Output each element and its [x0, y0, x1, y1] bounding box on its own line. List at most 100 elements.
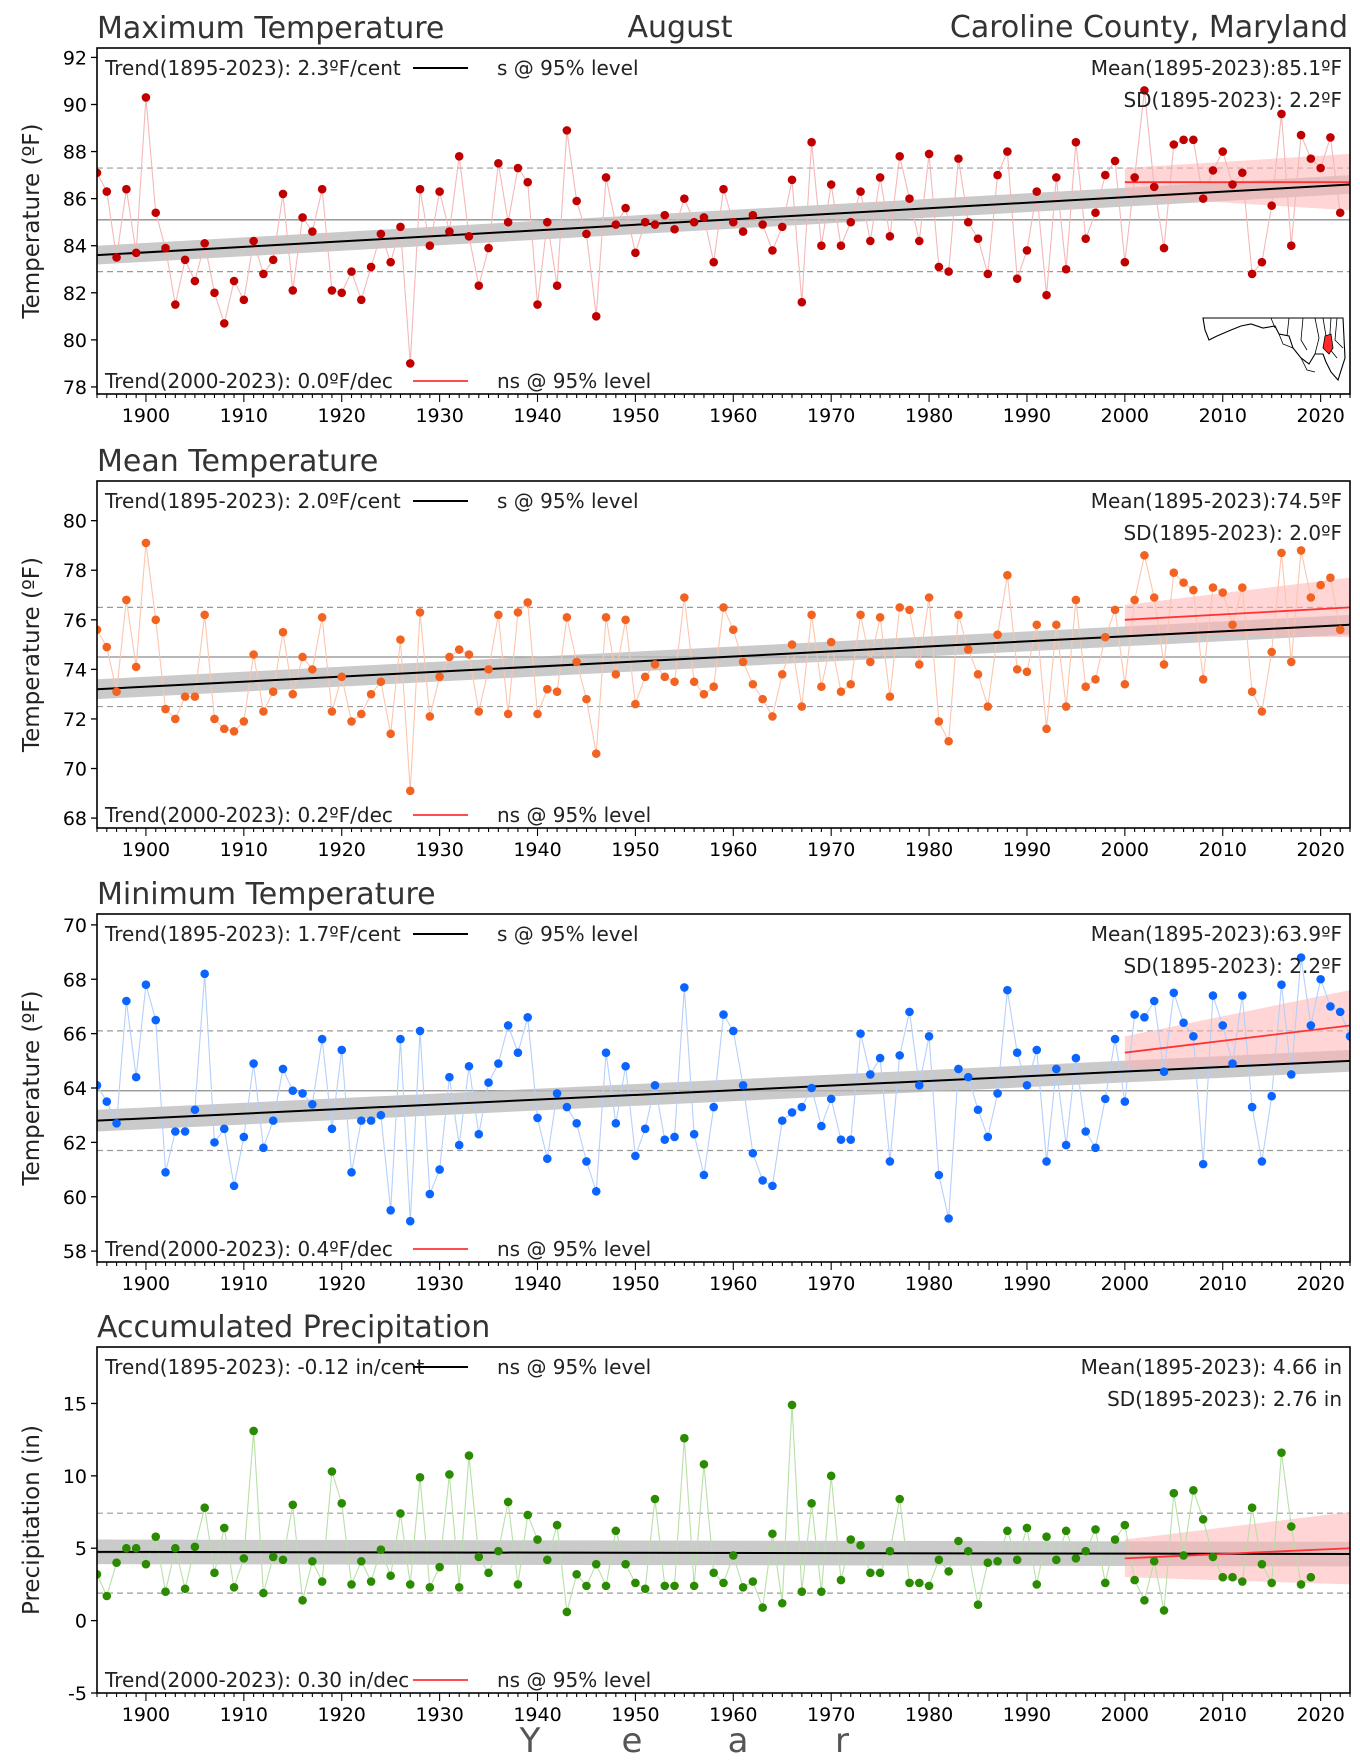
data-point [1189, 585, 1198, 595]
x-tick-label: 1930 [415, 839, 463, 861]
x-tick-label: 1920 [318, 1273, 366, 1295]
x-axis: 1900 1910 1920 1930 1940 1950 1960 1970 1980 1990… [96, 828, 1351, 861]
data-point [768, 246, 777, 255]
trend-recent-significance: ns @ 95% level [497, 803, 651, 827]
data-point [454, 1583, 464, 1592]
x-tick-label: 2020 [1296, 839, 1344, 861]
data-point [1100, 170, 1110, 180]
data-point [542, 217, 552, 227]
data-point [670, 677, 679, 687]
data-point [954, 1064, 963, 1074]
data-point [944, 736, 953, 746]
x-axis: 1900 1910 1920 1930 1940 1950 1960 1970 1980 1990… [96, 394, 1351, 427]
data-point [914, 660, 924, 669]
y-tick-label: 66 [63, 1024, 87, 1046]
data-point [1003, 147, 1012, 156]
data-point [1198, 194, 1208, 203]
data-point [484, 665, 493, 674]
x-tick-label: 1940 [513, 839, 561, 861]
data-point [1052, 173, 1061, 182]
data-point [856, 1029, 865, 1038]
y-tick-label: 90 [63, 94, 87, 116]
data-point [885, 1546, 895, 1556]
data-point [924, 593, 934, 602]
data-point [954, 610, 963, 620]
data-point [141, 1559, 151, 1569]
trend-recent-significance: ns @ 95% level [497, 369, 651, 393]
data-point [1218, 1021, 1228, 1030]
data-point [1091, 1143, 1100, 1153]
plot-background [97, 1347, 1350, 1693]
data-point [1061, 1140, 1071, 1150]
data-point [405, 786, 415, 796]
data-point [239, 717, 249, 726]
location-label: Caroline County, Maryland [950, 10, 1348, 45]
data-point [494, 1059, 503, 1068]
data-point [474, 1129, 484, 1139]
data-point [660, 1581, 670, 1591]
data-point [768, 1181, 777, 1191]
x-tick-label: 1960 [709, 1704, 757, 1726]
x-tick-label: 1940 [513, 1704, 561, 1726]
x-tick-label: 1900 [122, 1273, 170, 1295]
trend-long-line [97, 623, 1350, 691]
data-point [102, 642, 112, 652]
data-point [454, 1140, 464, 1150]
data-point [366, 1577, 376, 1586]
data-point [621, 203, 630, 213]
data-point [131, 248, 141, 258]
data-point [484, 1078, 493, 1087]
data-point [905, 194, 914, 203]
trend-long-line [97, 1550, 1350, 1556]
data-point [327, 1124, 337, 1134]
x-tick-label: 2020 [1296, 1273, 1344, 1295]
data-point [1198, 674, 1208, 684]
data-point [748, 1148, 758, 1158]
data-point [97, 625, 102, 635]
data-point [1189, 1486, 1198, 1495]
data-point [445, 1072, 454, 1082]
x-tick-label: 1970 [807, 1704, 855, 1726]
trend-recent-label: Trend(2000-2023): 0.2ºF/dec [104, 803, 393, 827]
data-point [983, 702, 993, 711]
data-point [836, 1135, 846, 1144]
data-point [905, 1007, 914, 1017]
data-point [650, 1080, 660, 1090]
data-point [650, 1494, 660, 1504]
y-tick-label: 78 [63, 560, 87, 582]
data-point [582, 694, 591, 704]
data-point [621, 1061, 630, 1071]
data-point [1238, 583, 1247, 592]
data-point [777, 670, 787, 679]
data-point [1003, 985, 1012, 995]
data-point [405, 359, 415, 368]
data-point [1120, 1097, 1130, 1106]
y-axis-label: Temperature (ºF) [19, 557, 45, 753]
y-tick-label: 86 [63, 189, 87, 211]
data-point [386, 257, 395, 267]
data-point [229, 1181, 239, 1191]
data-point [611, 1119, 621, 1128]
data-point [875, 1053, 885, 1063]
data-point [190, 692, 200, 701]
data-point [327, 707, 337, 716]
data-point [308, 1556, 317, 1566]
data-point [1169, 568, 1179, 578]
data-point [689, 677, 699, 687]
data-point [425, 1189, 435, 1199]
data-point [944, 267, 953, 276]
data-point [885, 1157, 895, 1166]
panel-tmin: Minimum Temperature 58 60 62 64 66 68 70 Tempera… [19, 877, 1351, 1295]
trend-recent-line [1124, 1547, 1350, 1560]
data-point [1198, 1159, 1208, 1169]
data-point [709, 1102, 719, 1112]
trend-recent-label: Trend(2000-2023): 0.30 in/dec [104, 1668, 409, 1692]
x-tick-label: 1960 [709, 1273, 757, 1295]
annotations: Trend(1895-2023): -0.12 in/cent ns @ 95% … [104, 1355, 1342, 1692]
x-tick-label: 1960 [709, 405, 757, 427]
data-point [552, 281, 562, 291]
data-point [797, 702, 807, 711]
panel-tavg: Mean Temperature 68 70 72 74 76 78 80 Temperatur… [19, 444, 1351, 861]
data-point [161, 243, 170, 253]
data-point [1120, 1520, 1130, 1530]
